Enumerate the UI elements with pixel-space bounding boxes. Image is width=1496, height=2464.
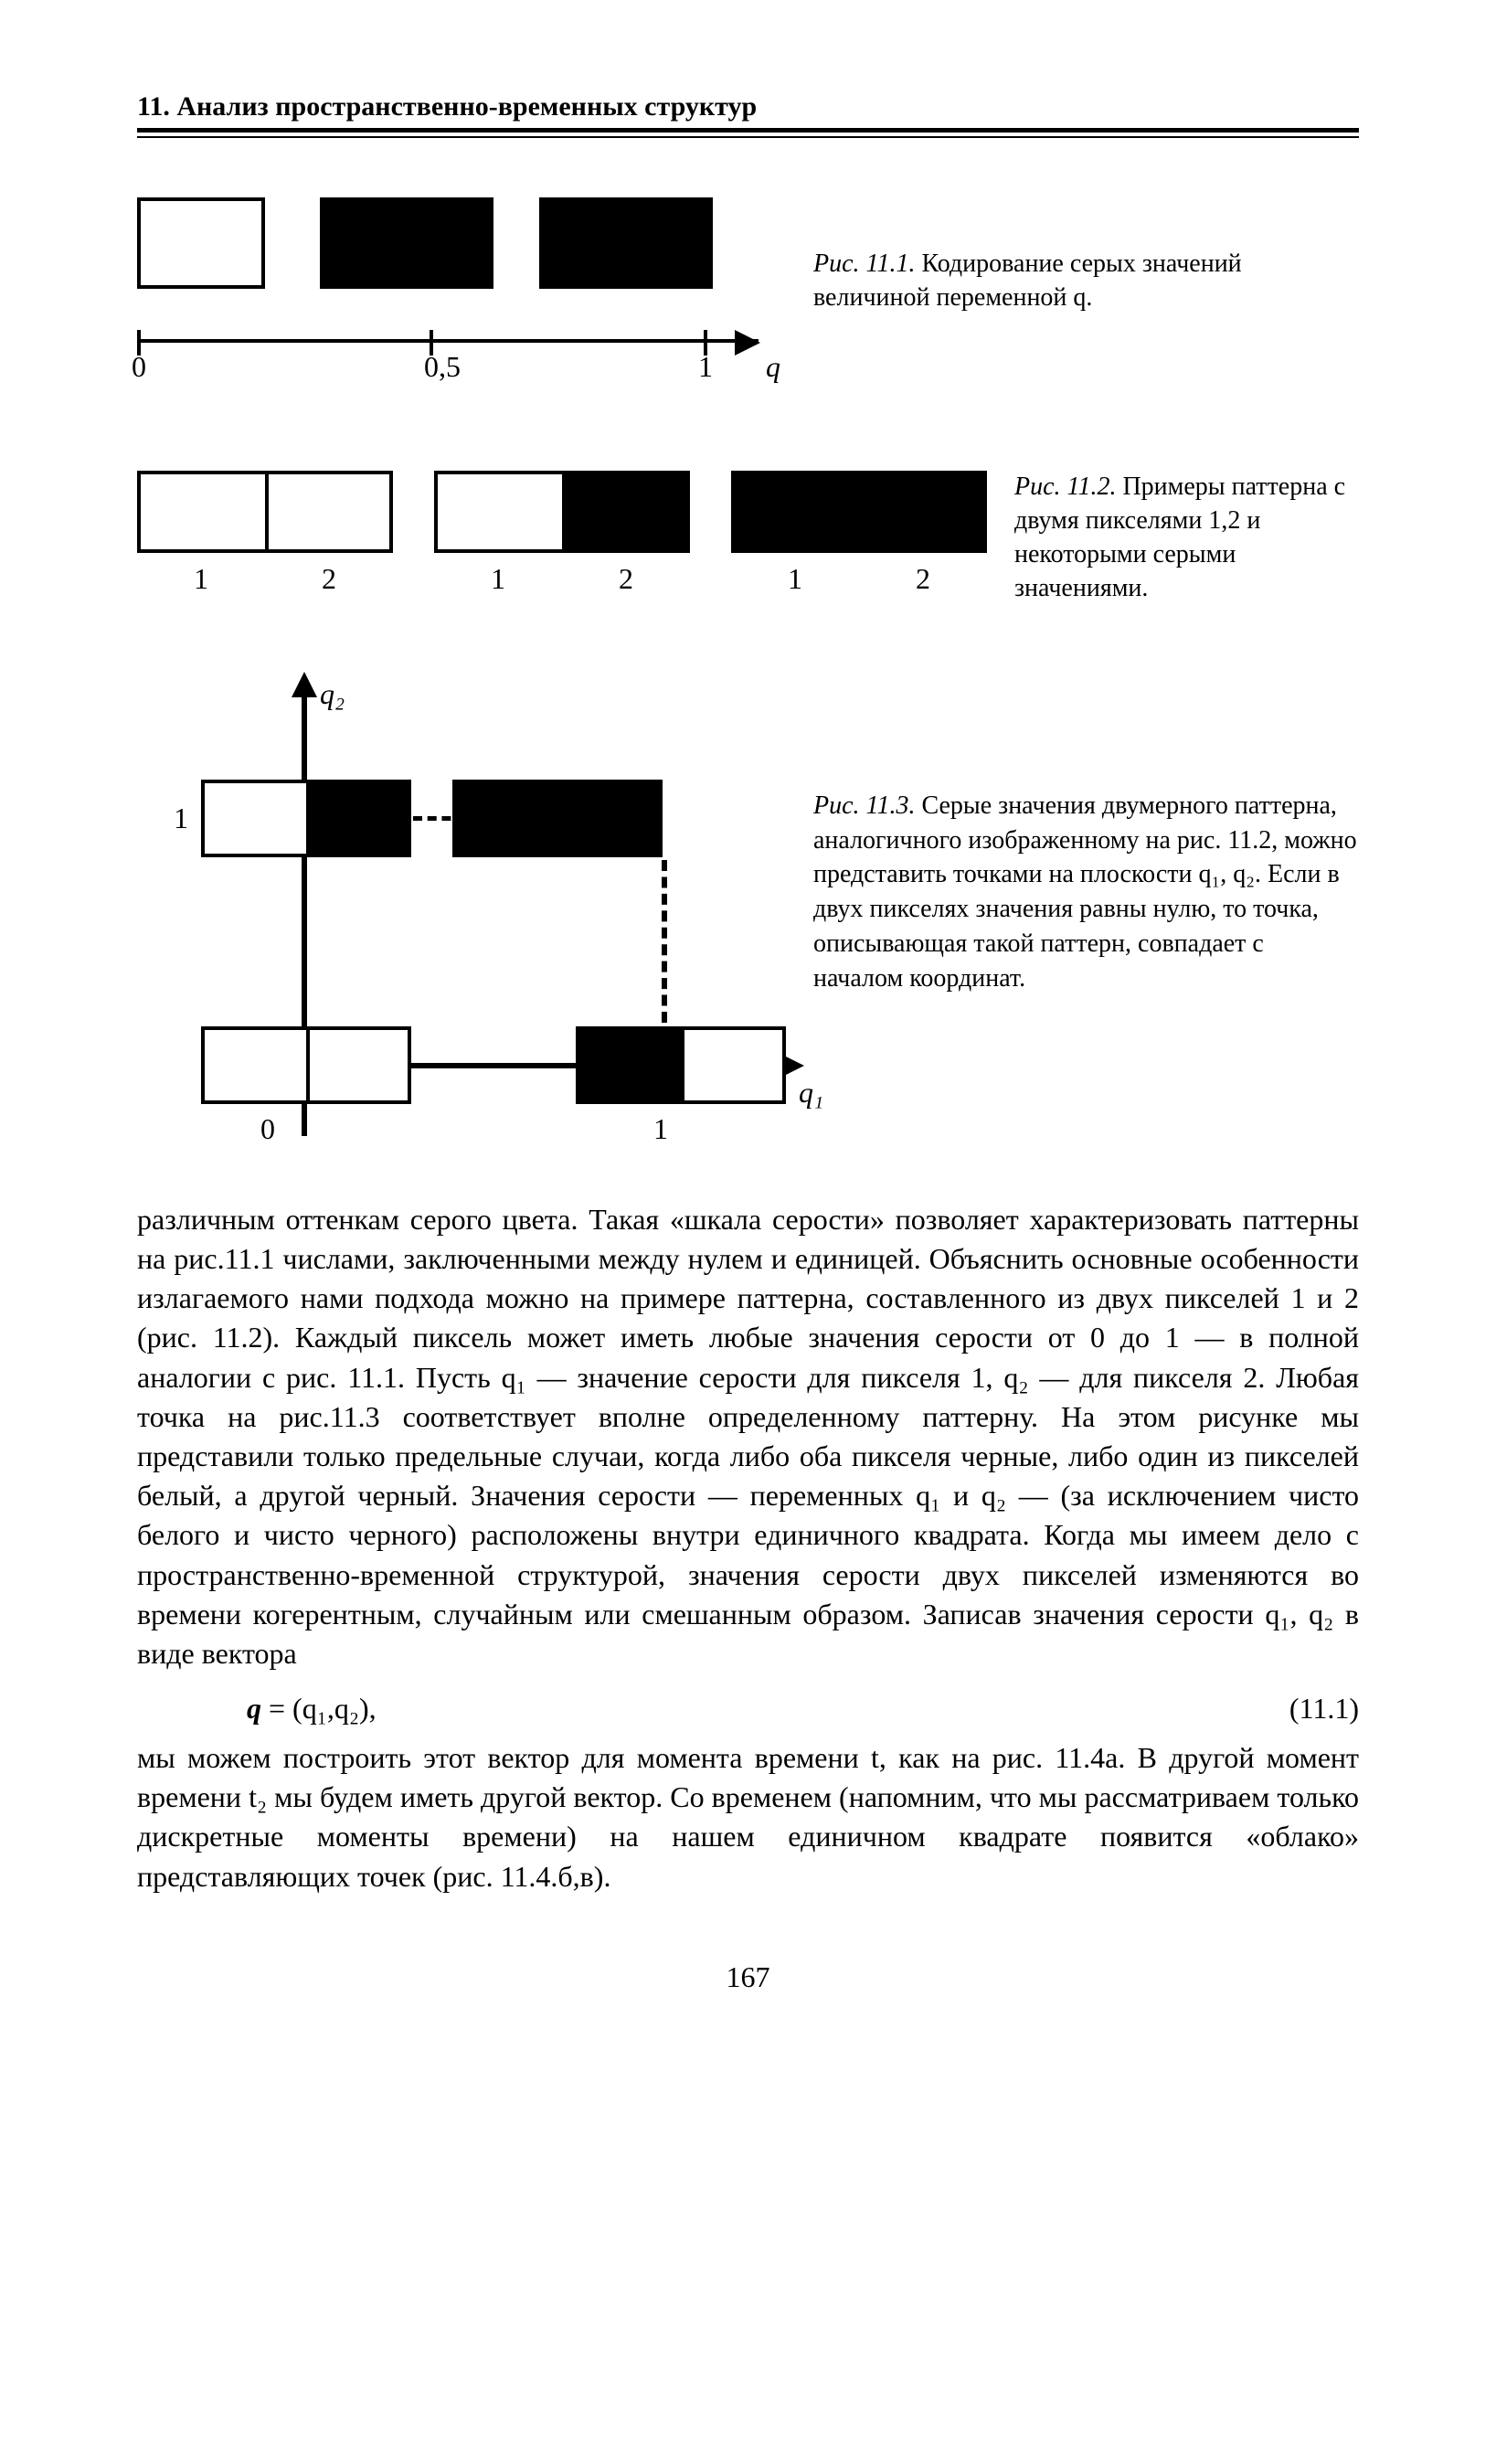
pixel-label: 2 [562, 562, 690, 596]
q2-axis-label: q₂ [320, 677, 345, 711]
figure-number: Рис. 11.1. [813, 250, 915, 278]
figure-11-2: 121212 Рис. 11.2. Примеры паттерна с дву… [137, 471, 1359, 606]
pixel-pair: 12 [137, 471, 393, 596]
q1-axis-label: q₁ [799, 1076, 823, 1110]
chapter-header: 11. Анализ пространственно-временных стр… [137, 91, 1359, 133]
pixel-cell [306, 783, 408, 854]
figure-11-1-caption: Рис. 11.1. Кодирование серых значений ве… [813, 193, 1359, 315]
figure-11-1: q 00,51 Рис. 11.1. Кодирование серых зна… [137, 193, 1359, 388]
equation-11-1: q = (q₁,q₂), (11.1) [137, 1692, 1359, 1726]
pair-labels: 12 [137, 562, 393, 596]
equation-number: (11.1) [1289, 1692, 1359, 1726]
pixel-label: 1 [137, 562, 265, 596]
figure-caption-text: Серые значения двумерного паттерна, анал… [813, 791, 1357, 993]
gray-box [137, 197, 265, 289]
pixel-cell [579, 1030, 681, 1100]
figure-11-3-caption: Рис. 11.3. Серые значения двумерного пат… [813, 661, 1359, 996]
y-tick-label: 1 [174, 802, 188, 835]
gray-box [539, 197, 713, 289]
pixel-cell [306, 1030, 408, 1100]
pixel-cell [205, 1030, 306, 1100]
pixel-label: 2 [859, 562, 987, 596]
pair-labels: 12 [731, 562, 987, 596]
pair-cells [731, 471, 987, 553]
pixel-cell [562, 474, 686, 549]
origin-label: 0 [260, 1112, 275, 1146]
figure-number: Рис. 11.3. [813, 791, 915, 820]
pixel-pair: 12 [434, 471, 690, 596]
pixel-cell [141, 474, 265, 549]
axis-tick-label: 0 [132, 350, 146, 384]
figure-11-2-graphic: 121212 [137, 471, 1014, 596]
gray-box [320, 197, 493, 289]
pixel-cell [456, 783, 557, 854]
equation-lhs: q [247, 1692, 261, 1725]
axis-tick-label: 0,5 [424, 350, 461, 384]
pixel-label: 2 [265, 562, 393, 596]
pixel-label: 1 [731, 562, 859, 596]
pixel-cell [681, 1030, 782, 1100]
pair-cells [137, 471, 393, 553]
pixel-pair: 12 [731, 471, 987, 596]
q-axis [137, 339, 759, 343]
pattern-block [576, 1026, 786, 1104]
x-tick-label: 1 [653, 1112, 668, 1146]
figure-11-3: q₂ 1 0 1 q₁ Рис. 11.3. Серые значения дв… [137, 661, 1359, 1173]
page: 11. Анализ пространственно-временных стр… [0, 0, 1496, 2067]
equation-rhs: = (q₁,q₂), [261, 1692, 377, 1725]
pixel-cell [265, 474, 389, 549]
pixel-cell [735, 474, 859, 549]
pair-cells [434, 471, 690, 553]
pattern-block [201, 1026, 411, 1104]
equation-body: q = (q₁,q₂), [137, 1692, 377, 1726]
axis-arrow-icon [292, 672, 317, 697]
pixel-cell [205, 783, 306, 854]
figure-11-2-caption: Рис. 11.2. Примеры паттерна с двумя пикс… [1014, 471, 1359, 606]
q-axis-labels: q 00,51 [137, 350, 813, 388]
body-paragraph: мы можем построить этот вектор для момен… [137, 1738, 1359, 1896]
dashed-guide-v [662, 860, 667, 1023]
pixel-cell [438, 474, 562, 549]
gray-boxes [137, 193, 813, 289]
pixel-cell [859, 474, 983, 549]
figure-number: Рис. 11.2. [1014, 473, 1116, 501]
header-rule [137, 136, 1359, 138]
pixel-cell [557, 783, 659, 854]
figure-11-1-graphic: q 00,51 [137, 193, 813, 388]
page-number: 167 [137, 1960, 1359, 1994]
pixel-pairs: 121212 [137, 471, 987, 596]
pair-labels: 12 [434, 562, 690, 596]
axis-tick-label: 1 [698, 350, 713, 384]
pixel-label: 1 [434, 562, 562, 596]
body-paragraph: различным оттенкам серого цвета. Такая «… [137, 1200, 1359, 1673]
figure-11-3-graphic: q₂ 1 0 1 q₁ [137, 661, 813, 1173]
axis-variable-label: q [766, 350, 780, 384]
pattern-block [452, 780, 663, 857]
pattern-block [201, 780, 411, 857]
